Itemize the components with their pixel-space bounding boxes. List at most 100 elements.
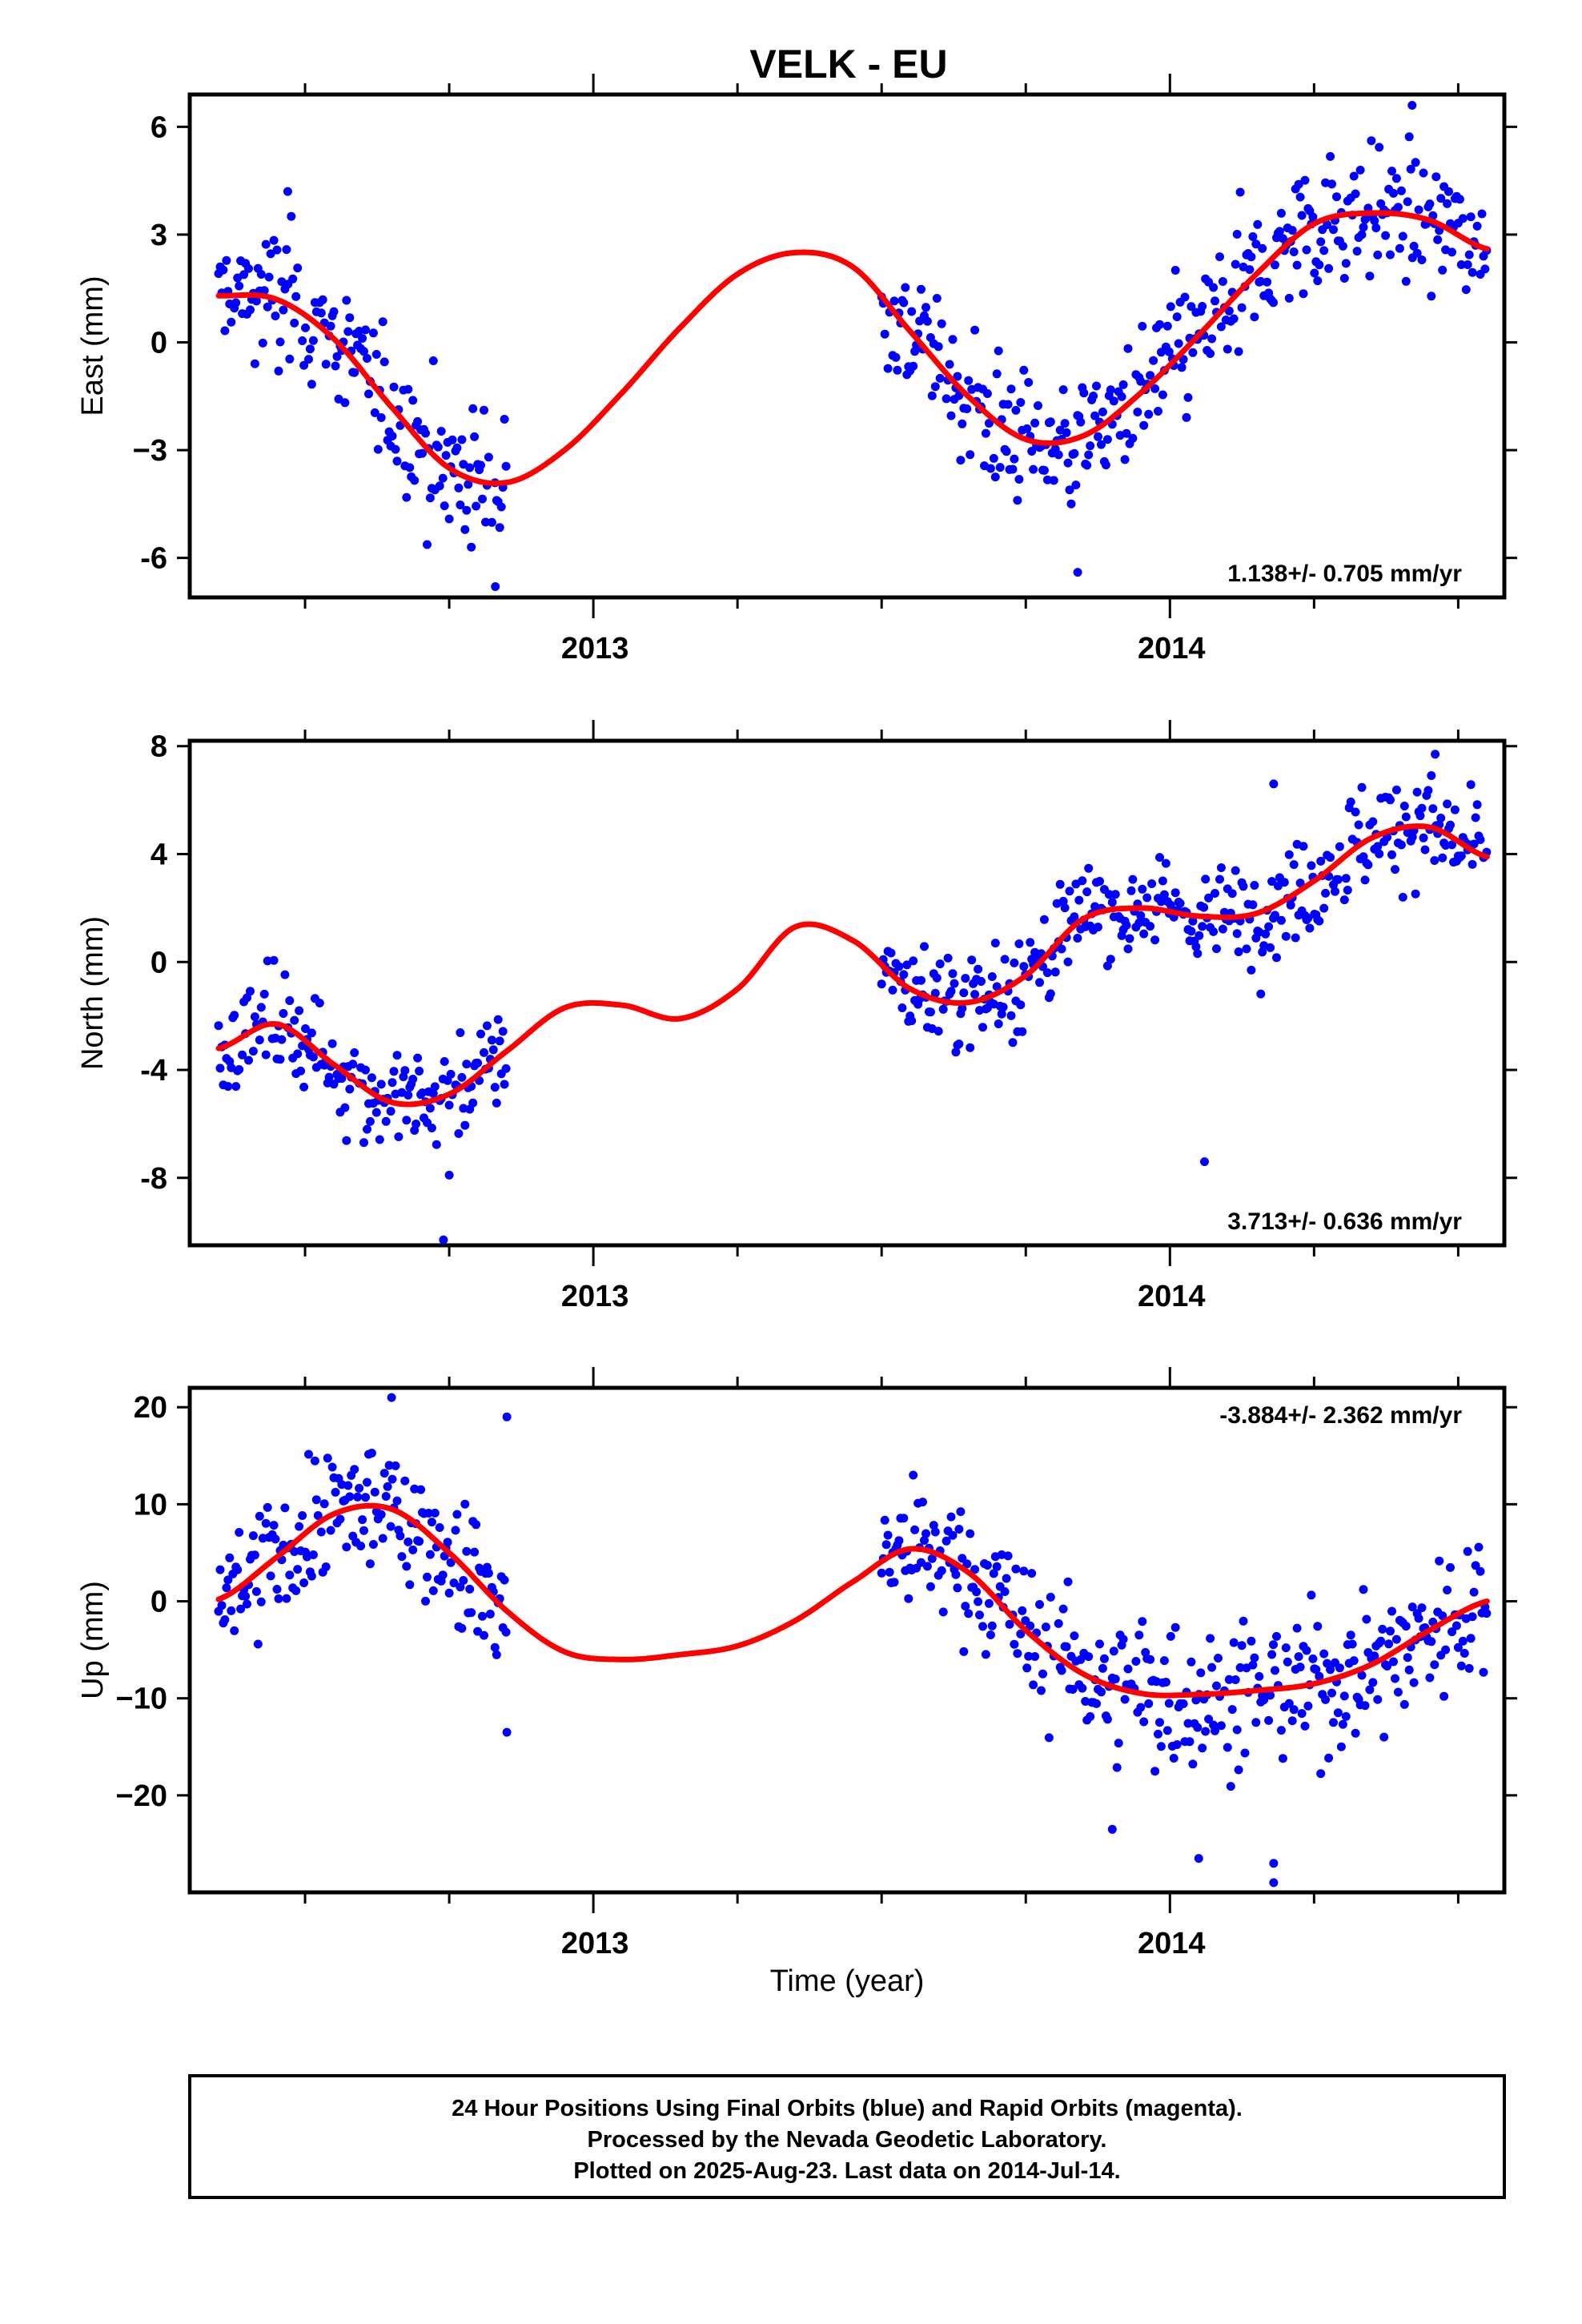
north-data-point bbox=[1209, 927, 1219, 936]
east-data-point bbox=[1417, 255, 1427, 264]
up-data-point bbox=[1307, 1590, 1316, 1600]
up-data-point bbox=[327, 1462, 337, 1472]
east-data-point bbox=[1158, 390, 1167, 400]
east-data-point bbox=[340, 398, 350, 408]
panel-north: 8 4 0 -4 -8 2013 2014 North (mm) 3.713+/- 0.636 … bbox=[76, 720, 1517, 1313]
east-data-point bbox=[454, 483, 464, 493]
north-data-point bbox=[932, 973, 942, 983]
up-data-point bbox=[1099, 1654, 1109, 1663]
north-data-point bbox=[1195, 931, 1204, 940]
east-data-point bbox=[994, 346, 1003, 356]
north-data-point bbox=[1326, 853, 1335, 862]
up-data-point bbox=[1037, 1686, 1046, 1695]
north-data-point bbox=[1305, 923, 1315, 933]
north-data-point bbox=[966, 1043, 975, 1052]
east-data-point bbox=[316, 308, 326, 318]
up-data-point bbox=[1341, 1711, 1351, 1721]
east-data-point bbox=[1209, 283, 1219, 292]
up-data-point bbox=[473, 1626, 483, 1636]
north-data-point bbox=[974, 964, 983, 974]
east-data-point bbox=[995, 463, 1005, 472]
north-data-point bbox=[1170, 888, 1180, 898]
east-data-point bbox=[1294, 179, 1303, 189]
east-data-point bbox=[376, 413, 386, 422]
east-data-point bbox=[1250, 312, 1259, 322]
up-data-point bbox=[1399, 1699, 1409, 1709]
east-data-point bbox=[500, 415, 509, 424]
north-data-point bbox=[930, 988, 940, 998]
east-data-point bbox=[425, 493, 435, 503]
east-data-point bbox=[958, 419, 967, 428]
east-data-point bbox=[891, 352, 901, 362]
north-data-point bbox=[1354, 820, 1363, 830]
east-data-point bbox=[989, 453, 998, 463]
north-data-point bbox=[363, 1124, 371, 1134]
north-data-point bbox=[299, 1082, 309, 1092]
up-data-point bbox=[1164, 1699, 1174, 1708]
up-data-point bbox=[255, 1511, 264, 1521]
up-data-point bbox=[1030, 1652, 1040, 1661]
up-data-point bbox=[964, 1609, 974, 1618]
east-data-point bbox=[1101, 460, 1110, 470]
north-data-point bbox=[1134, 918, 1144, 927]
up-data-point bbox=[424, 1509, 433, 1518]
east-data-point bbox=[1310, 268, 1319, 278]
up-data-point bbox=[1084, 1652, 1094, 1662]
east-data-point bbox=[1444, 187, 1453, 196]
up-data-point bbox=[1185, 1737, 1195, 1747]
east-data-point bbox=[889, 296, 899, 306]
up-data-point bbox=[236, 1604, 246, 1614]
north-data-point bbox=[446, 1069, 456, 1079]
north-data-point bbox=[387, 1078, 397, 1088]
east-data-point bbox=[298, 336, 307, 345]
north-fit-curve bbox=[215, 823, 1490, 1108]
north-data-point bbox=[1415, 811, 1425, 821]
up-data-point bbox=[1041, 1622, 1050, 1632]
up-data-point bbox=[1216, 1721, 1226, 1731]
east-data-point bbox=[1315, 260, 1324, 270]
up-data-point bbox=[975, 1610, 984, 1620]
east-data-point bbox=[893, 365, 902, 375]
up-data-point bbox=[1005, 1619, 1014, 1629]
east-data-point bbox=[982, 389, 992, 398]
up-data-point bbox=[241, 1591, 251, 1601]
north-data-point bbox=[1006, 1011, 1016, 1020]
north-data-point bbox=[948, 969, 958, 979]
up-data-point bbox=[272, 1585, 282, 1594]
north-data-point bbox=[1387, 850, 1396, 859]
north-data-point bbox=[386, 1107, 396, 1116]
up-data-point bbox=[402, 1562, 412, 1571]
east-data-point bbox=[465, 463, 475, 472]
east-data-point bbox=[491, 582, 500, 591]
north-data-point bbox=[1139, 929, 1149, 939]
up-data-point bbox=[1284, 1699, 1294, 1708]
north-plot-area bbox=[214, 750, 1492, 1244]
north-data-point bbox=[1335, 842, 1344, 851]
up-data-point bbox=[1407, 1602, 1417, 1612]
up-data-point bbox=[1016, 1629, 1026, 1638]
north-data-point bbox=[430, 1082, 440, 1092]
east-data-point bbox=[1295, 192, 1305, 202]
east-data-point bbox=[1391, 174, 1401, 183]
east-data-point bbox=[271, 312, 280, 320]
east-data-point bbox=[370, 408, 379, 417]
north-data-point bbox=[1375, 849, 1384, 858]
up-data-point bbox=[299, 1578, 309, 1587]
east-data-point bbox=[1066, 499, 1076, 509]
north-data-point bbox=[290, 1015, 299, 1025]
north-data-point bbox=[897, 1003, 907, 1012]
up-data-point bbox=[1287, 1716, 1297, 1726]
east-data-point bbox=[387, 432, 397, 440]
up-data-point bbox=[1479, 1667, 1488, 1677]
up-data-point bbox=[1120, 1695, 1130, 1704]
east-data-point bbox=[371, 350, 381, 359]
up-data-point bbox=[1460, 1649, 1469, 1658]
up-data-point bbox=[1013, 1649, 1022, 1659]
north-data-point bbox=[1399, 802, 1409, 810]
up-data-point bbox=[966, 1529, 975, 1538]
north-data-point bbox=[400, 1066, 410, 1076]
east-data-point bbox=[501, 461, 511, 471]
north-data-point bbox=[894, 962, 904, 971]
east-data-point bbox=[1438, 265, 1447, 275]
